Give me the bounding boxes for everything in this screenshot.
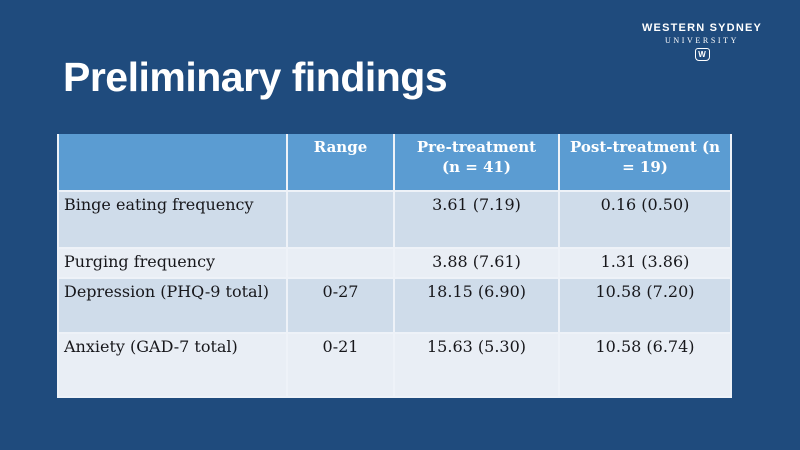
range-value: 0-27 — [286, 277, 395, 334]
pre-treatment-value: 15.63 (5.30) — [393, 332, 560, 398]
pre-treatment-value: 3.88 (7.61) — [393, 247, 560, 279]
post-treatment-value: 10.58 (6.74) — [558, 332, 732, 398]
table-header-row: Range Pre-treatment (n = 41) Post-treatm… — [57, 134, 732, 192]
logo-wordmark: WESTERN SYDNEY — [641, 22, 763, 34]
post-treatment-value: 1.31 (3.86) — [558, 247, 732, 279]
table-row-anxiety: Anxiety (GAD-7 total) 0-21 15.63 (5.30) … — [57, 332, 732, 398]
range-value: 0-21 — [286, 332, 395, 398]
header-cell-pre-treatment: Pre-treatment (n = 41) — [393, 134, 560, 192]
range-value — [286, 247, 395, 279]
university-shield-icon: W — [694, 48, 710, 61]
university-logo: WESTERN SYDNEY UNIVERSITY W — [622, 22, 782, 61]
range-value — [286, 190, 395, 249]
findings-table: Range Pre-treatment (n = 41) Post-treatm… — [57, 134, 732, 398]
table-row-depression: Depression (PHQ-9 total) 0-27 18.15 (6.9… — [57, 277, 732, 334]
row-label: Purging frequency — [57, 247, 288, 279]
row-label: Anxiety (GAD-7 total) — [57, 332, 288, 398]
table-row-binge-eating: Binge eating frequency 3.61 (7.19) 0.16 … — [57, 190, 732, 249]
post-treatment-value: 10.58 (7.20) — [558, 277, 732, 334]
pre-treatment-value: 3.61 (7.19) — [393, 190, 560, 249]
header-cell-post-treatment: Post-treatment (n = 19) — [558, 134, 732, 192]
pre-treatment-value: 18.15 (6.90) — [393, 277, 560, 334]
header-cell-measure — [57, 134, 288, 192]
shield-letter: W — [698, 49, 706, 59]
logo-university-text: UNIVERSITY — [665, 36, 739, 45]
post-treatment-value: 0.16 (0.50) — [558, 190, 732, 249]
slide-title: Preliminary findings — [63, 54, 448, 100]
header-cell-range: Range — [286, 134, 395, 192]
row-label: Depression (PHQ-9 total) — [57, 277, 288, 334]
table-row-purging: Purging frequency 3.88 (7.61) 1.31 (3.86… — [57, 247, 732, 279]
row-label: Binge eating frequency — [57, 190, 288, 249]
